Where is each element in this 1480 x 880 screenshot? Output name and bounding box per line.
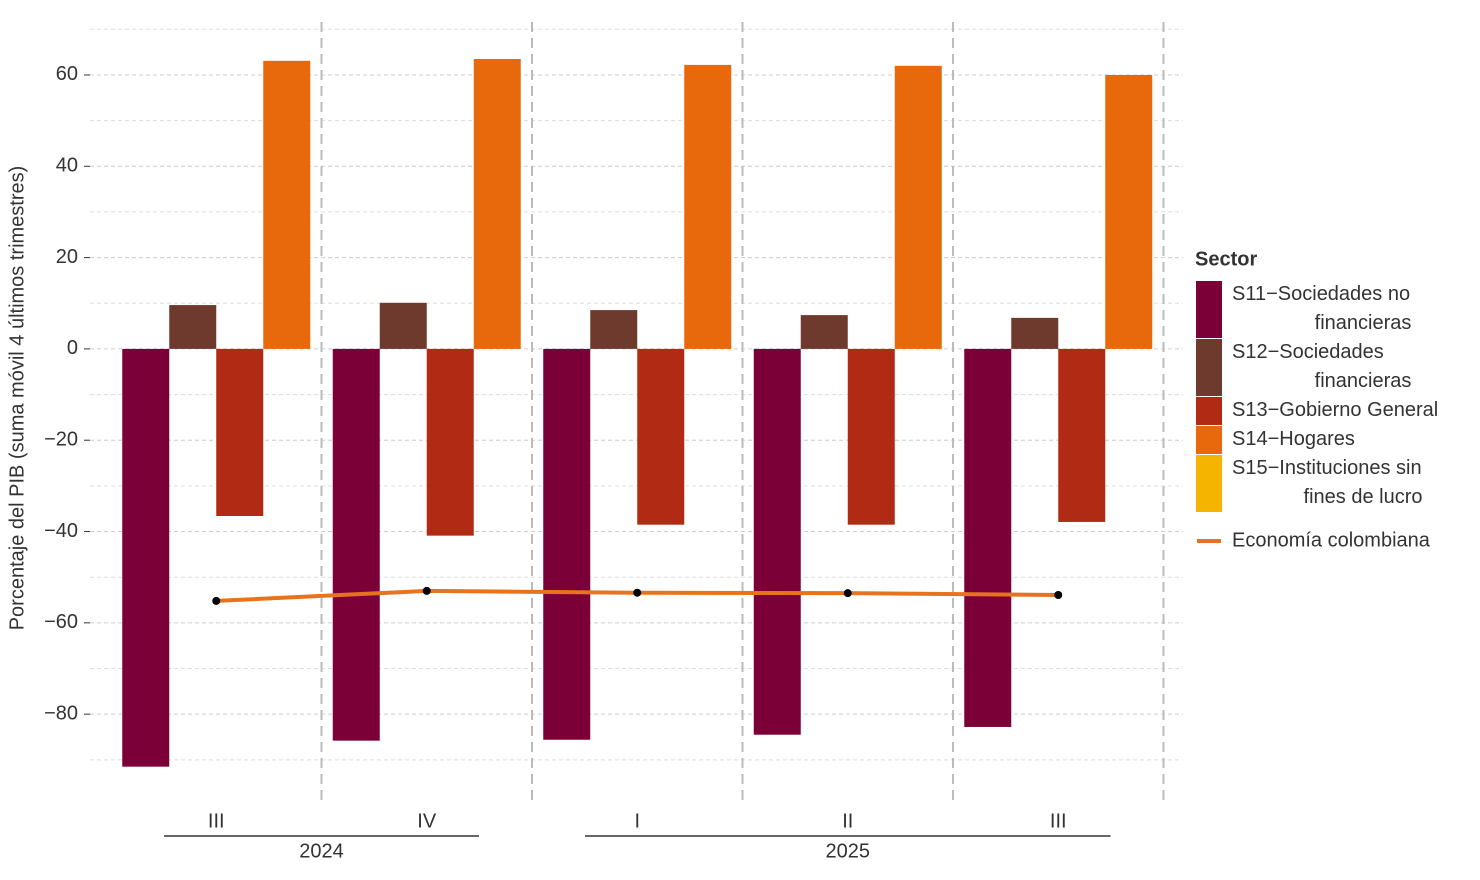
bar xyxy=(684,64,732,349)
y-tick-label: −80 xyxy=(44,702,78,724)
y-tick-label: −20 xyxy=(44,429,78,451)
line-point xyxy=(843,589,852,598)
legend-label: S15−Instituciones sin fines de lucro xyxy=(1232,457,1422,508)
y-tick-label: 0 xyxy=(67,337,78,359)
bar xyxy=(753,348,801,735)
legend-key xyxy=(1196,339,1222,396)
line-point xyxy=(1054,590,1063,599)
legend-key xyxy=(1196,397,1222,425)
legend-label: S11−Sociedades no financieras xyxy=(1232,283,1411,334)
legend-key xyxy=(1196,455,1222,512)
legend-label-line: S14−Hogares xyxy=(1232,428,1355,450)
legend-label-line: financieras xyxy=(1315,312,1412,334)
y-tick-label: −60 xyxy=(44,611,78,633)
legend-label: S12−Sociedades financieras xyxy=(1232,341,1411,392)
legend-key xyxy=(1196,281,1222,338)
bar xyxy=(1105,74,1153,349)
y-tick-label: 20 xyxy=(56,246,78,268)
bar xyxy=(473,58,521,349)
bar xyxy=(169,305,217,349)
legend-label-line: financieras xyxy=(1315,370,1412,392)
legend-label-line: S12−Sociedades xyxy=(1232,341,1384,363)
bar xyxy=(543,348,591,740)
bar xyxy=(426,348,474,536)
legend-key xyxy=(1196,426,1222,454)
x-tick-label: III xyxy=(208,810,225,832)
legend-label-line: S13−Gobierno General xyxy=(1232,399,1438,421)
legend-title: Sector xyxy=(1195,248,1257,270)
y-tick-label: −40 xyxy=(44,520,78,542)
bar xyxy=(637,348,685,525)
legend-label: S14−Hogares xyxy=(1232,428,1355,450)
line-point xyxy=(633,588,642,597)
bar xyxy=(590,310,638,349)
bar xyxy=(1058,348,1106,522)
legend-label-line: fines de lucro xyxy=(1304,486,1423,508)
bar xyxy=(216,348,264,517)
bar xyxy=(332,348,380,741)
x-tick-label: II xyxy=(842,810,853,832)
bar xyxy=(847,348,895,525)
x-tick-label: I xyxy=(634,810,640,832)
legend-label-line: S11−Sociedades no xyxy=(1232,283,1410,305)
legend-label: S13−Gobierno General xyxy=(1232,399,1438,421)
bar xyxy=(964,348,1012,727)
bar xyxy=(263,60,311,349)
y-tick-label: 60 xyxy=(56,63,78,85)
bar xyxy=(1011,317,1059,349)
x-tick-label: IV xyxy=(417,810,437,832)
year-label: 2025 xyxy=(826,840,871,862)
legend-label: Economía colombiana xyxy=(1232,529,1431,551)
bar xyxy=(800,315,848,349)
line-point xyxy=(212,596,221,605)
y-tick-label: 40 xyxy=(56,155,78,177)
legend-label-line: S15−Instituciones sin xyxy=(1232,457,1422,479)
bar xyxy=(379,302,427,349)
x-tick-label: III xyxy=(1050,810,1067,832)
bar xyxy=(894,65,942,349)
bar xyxy=(122,348,170,767)
year-label: 2024 xyxy=(299,840,344,862)
line-point xyxy=(422,586,431,595)
y-axis-title: Porcentaje del PIB (suma móvil 4 últimos… xyxy=(6,166,28,631)
